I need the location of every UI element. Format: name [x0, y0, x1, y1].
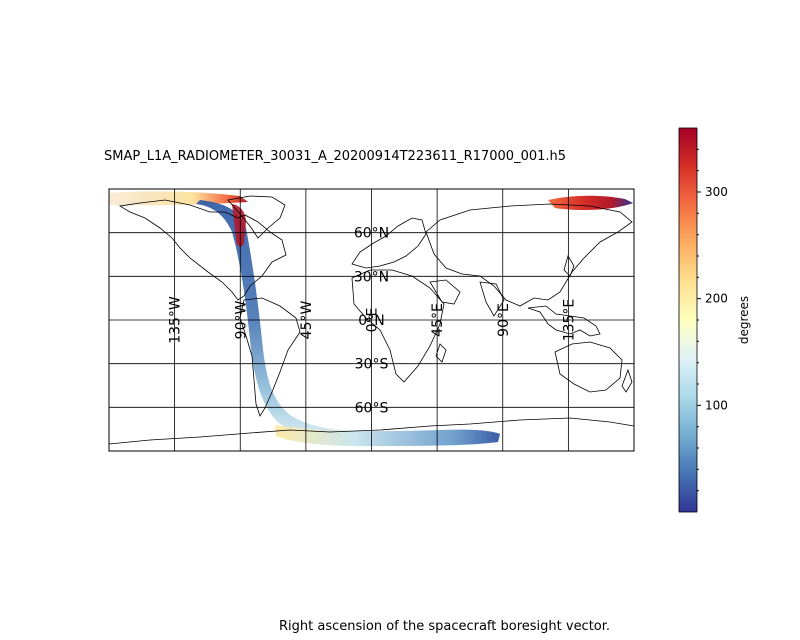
- coast-india: [479, 281, 505, 317]
- latitude-label: 0°N: [358, 313, 384, 329]
- longitude-label: 90°W: [233, 301, 249, 340]
- swath-northeast-track: [548, 195, 633, 211]
- colorbar-ticks: 100 200 300: [697, 148, 728, 492]
- map-frame: [108, 188, 635, 452]
- latitude-label: 60°N: [354, 226, 389, 242]
- figure-caption: Right ascension of the spacecraft boresi…: [279, 619, 611, 634]
- data-swath: [109, 191, 633, 446]
- latitude-label: 30°S: [355, 357, 389, 373]
- coast-southeast-asia: [527, 305, 601, 337]
- colorbar-label: degrees: [737, 296, 751, 344]
- longitude-label: 135°E: [561, 299, 577, 342]
- colorbar-tick-label: 300: [705, 185, 728, 199]
- colorbar-tick-label: 100: [705, 398, 728, 412]
- graticule: [109, 189, 634, 451]
- swath-north-track: [109, 191, 248, 206]
- gridline-labels: 60°N 30°N 0°N 30°S 60°S 135°W 90°W 45°W 0°E 45°E 9…: [168, 226, 578, 417]
- coast-greenland: [227, 195, 286, 239]
- longitude-label: 45°W: [299, 301, 315, 340]
- coast-europe: [351, 217, 427, 269]
- map-title: SMAP_L1A_RADIOMETER_30031_A_20200914T223…: [104, 149, 567, 164]
- longitude-label: 0°E: [365, 308, 381, 333]
- coast-south-america: [239, 297, 301, 417]
- colorbar: [678, 127, 698, 513]
- coast-japan: [563, 255, 575, 277]
- latitude-label: 60°S: [355, 400, 389, 416]
- coast-asia: [425, 203, 633, 307]
- swath-north-red: [232, 204, 246, 247]
- longitude-label: 45°E: [430, 303, 446, 337]
- swath-south-track: [275, 425, 500, 446]
- coast-north-america: [118, 199, 287, 301]
- coast-africa: [351, 269, 445, 383]
- longitude-label: 90°E: [496, 303, 512, 337]
- swath-descending-track: [196, 200, 380, 441]
- coast-antarctica: [109, 417, 634, 451]
- longitude-label: 135°W: [168, 296, 184, 344]
- coast-australia: [554, 341, 623, 393]
- colorbar-tick-label: 200: [705, 292, 728, 306]
- coastlines: [109, 195, 634, 451]
- coast-arabia: [429, 279, 461, 305]
- coast-new-zealand: [621, 368, 633, 393]
- latitude-label: 30°N: [354, 269, 389, 285]
